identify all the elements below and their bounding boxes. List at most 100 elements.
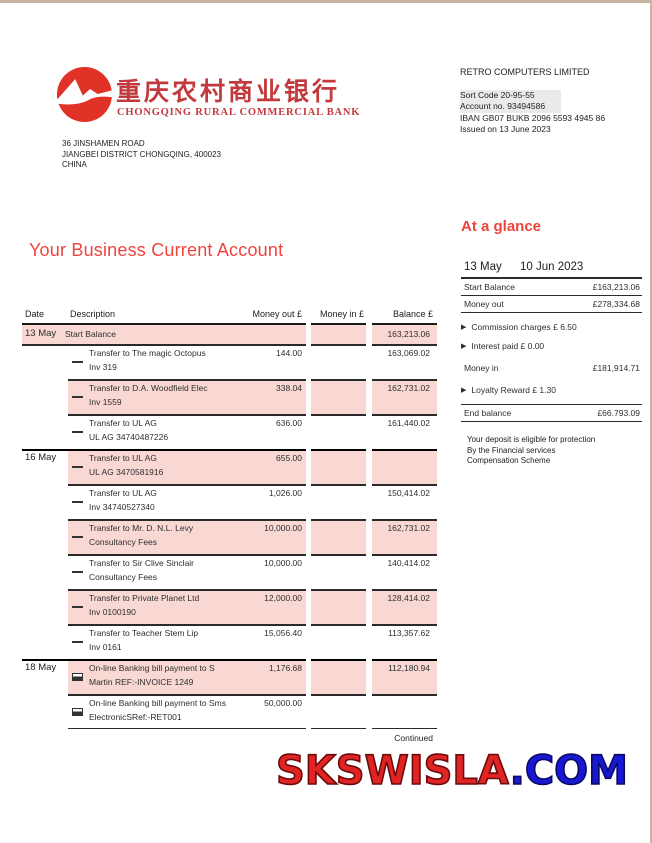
- header-money-out: Money out £: [252, 309, 302, 319]
- transfer-dash-icon: [72, 640, 83, 643]
- row-description: Transfer to UL AG: [89, 453, 157, 463]
- row-reference: Consultancy Fees: [89, 572, 158, 582]
- row-money-out: 636.00: [276, 418, 302, 428]
- row-date: [22, 484, 68, 519]
- row-reference: Consultancy Fees: [89, 537, 158, 547]
- row-reference: Inv 1559: [89, 397, 122, 407]
- glance-value: £278,334.68: [592, 299, 640, 309]
- bank-address: 36 JINSHAMEN ROAD JIANGBEI DISTRICT CHON…: [62, 139, 221, 171]
- transactions-body: 13 May Start Balance 163,213.06 Transfer to…: [22, 325, 437, 729]
- row-reference: UL AG 34740487226: [89, 432, 169, 442]
- transfer-dash-icon: [72, 500, 83, 503]
- row-description: On-line Banking bill payment to S: [89, 663, 215, 673]
- row-money-out: 15,056.40: [264, 628, 302, 638]
- transaction-row: 16 May Transfer to UL AG 655.00 UL AG 34705…: [22, 449, 437, 484]
- triangle-bullet-icon: ▶: [461, 386, 467, 394]
- header-money-in: Money in £: [311, 308, 366, 325]
- row-date: [22, 589, 68, 624]
- row-reference: Inv 319: [89, 362, 117, 372]
- row-date: [22, 519, 68, 554]
- transaction-row: Transfer to UL AG 1,026.00 Inv 34740527340…: [22, 484, 437, 519]
- transfer-dash-icon: [72, 395, 83, 398]
- table-header: Date Description Money out £ Money in £ …: [22, 308, 437, 325]
- page-title: Your Business Current Account: [29, 240, 284, 260]
- row-balance: [430, 453, 437, 457]
- row-date: 18 May: [25, 662, 57, 673]
- deposit-protection-note: Your deposit is eligible for protection …: [461, 435, 642, 467]
- row-reference: ElectronicSRef:-RET001: [89, 712, 182, 722]
- row-money-out: 1,026.00: [268, 488, 302, 498]
- glance-label: Money in: [464, 363, 499, 373]
- row-balance: 140,414.02: [387, 558, 430, 568]
- address-line: JIANGBEI DISTRICT CHONGQING, 400023: [62, 149, 222, 159]
- row-money-out: 10,000.00: [264, 523, 302, 533]
- row-balance: 161,440.02: [387, 418, 430, 428]
- triangle-bullet-icon: ▶: [461, 323, 467, 331]
- header-balance: Balance £: [372, 308, 437, 325]
- transaction-row: Transfer to Sir Clive Sinclair 10,000.00 C…: [22, 554, 437, 589]
- watermark-red-text: SKSWISLA: [275, 747, 510, 795]
- row-description: Transfer to UL AG: [89, 418, 157, 428]
- account-number: Account no. 93494586: [460, 101, 546, 111]
- transaction-row: Transfer to Private Planet Ltd 12,000.00 I…: [22, 589, 437, 624]
- transfer-dash-icon: [72, 360, 83, 363]
- transaction-row: Transfer to UL AG 636.00 UL AG 34740487226…: [22, 414, 437, 449]
- glance-label: End balance: [464, 408, 512, 418]
- glance-title: At a glance: [461, 218, 542, 235]
- row-balance: [430, 698, 437, 702]
- bank-logo-icon: [54, 67, 116, 122]
- row-money-in: [311, 449, 366, 484]
- glance-label: Money out: [464, 299, 504, 309]
- row-date: [22, 344, 68, 379]
- glance-label: Start Balance: [464, 282, 516, 292]
- row-date: [22, 379, 68, 414]
- glance-bullet-text: Loyalty Reward £ 1.30: [471, 385, 556, 395]
- row-balance: 162,731.02: [387, 523, 430, 533]
- header-description: Description: [70, 309, 116, 319]
- row-money-out: 1,176.68: [268, 663, 302, 673]
- online-banking-icon: [72, 707, 83, 716]
- row-balance: 150,414.02: [387, 488, 430, 498]
- transfer-dash-icon: [72, 430, 83, 433]
- glance-bullet-text: Interest paid £ 0.00: [471, 341, 545, 351]
- glance-row: Money in £181,914.71: [461, 360, 642, 376]
- row-money-out: 10,000.00: [264, 558, 302, 568]
- at-a-glance-panel: At a glance 13 May 10 Jun 2023 Start Bal…: [461, 218, 642, 467]
- glance-bullet-text: Commission charges £ 6.50: [471, 322, 577, 332]
- sort-code: Sort Code 20-95-55: [460, 89, 535, 100]
- triangle-bullet-icon: ▶: [461, 342, 467, 350]
- row-money-in: [311, 624, 366, 659]
- row-reference: Martin REF:-INVOICE 1249: [89, 677, 194, 687]
- address-line: CHINA: [62, 160, 87, 169]
- continued-label: Continued: [394, 733, 433, 743]
- glance-bullet-item: ▶ Interest paid £ 0.00: [461, 341, 642, 351]
- row-reference: UL AG 3470581916: [89, 467, 164, 477]
- row-balance: 162,731.02: [387, 383, 430, 393]
- row-money-in: [311, 484, 366, 519]
- row-reference: Inv 34740527340: [89, 502, 155, 512]
- row-date: [22, 414, 68, 449]
- address-line: 36 JINSHAMEN ROAD: [62, 139, 145, 148]
- transfer-dash-icon: [72, 605, 83, 608]
- row-money-out: 12,000.00: [264, 593, 302, 603]
- glance-row: End balance £66.793.09: [461, 404, 642, 422]
- transaction-row: Transfer to Teacher Stem Lip 15,056.40 Inv…: [22, 624, 437, 659]
- glance-row: Money out £278,334.68: [461, 296, 642, 313]
- row-money-in: [311, 325, 366, 344]
- row-money-out: 144.00: [276, 348, 302, 358]
- transfer-dash-icon: [72, 535, 83, 538]
- row-money-in: [311, 379, 366, 414]
- row-description: Transfer to The magic Octopus: [89, 348, 206, 358]
- period-end: 10 Jun 2023: [520, 261, 584, 273]
- row-balance: 163,213.06: [387, 329, 430, 339]
- row-money-out: 338.04: [276, 383, 302, 393]
- row-money-in: [311, 554, 366, 589]
- sort-code-highlight: Sort Code 20-95-55 Account no. 93494586: [460, 89, 562, 113]
- row-balance: 128,414.02: [387, 593, 430, 603]
- row-balance: 112,180.94: [388, 663, 430, 673]
- row-reference: Inv 0161: [89, 642, 122, 652]
- glance-value: £181,914.71: [592, 363, 640, 373]
- row-money-in: [311, 414, 366, 449]
- glance-period: 13 May 10 Jun 2023: [461, 261, 642, 279]
- row-money-in: [311, 659, 366, 694]
